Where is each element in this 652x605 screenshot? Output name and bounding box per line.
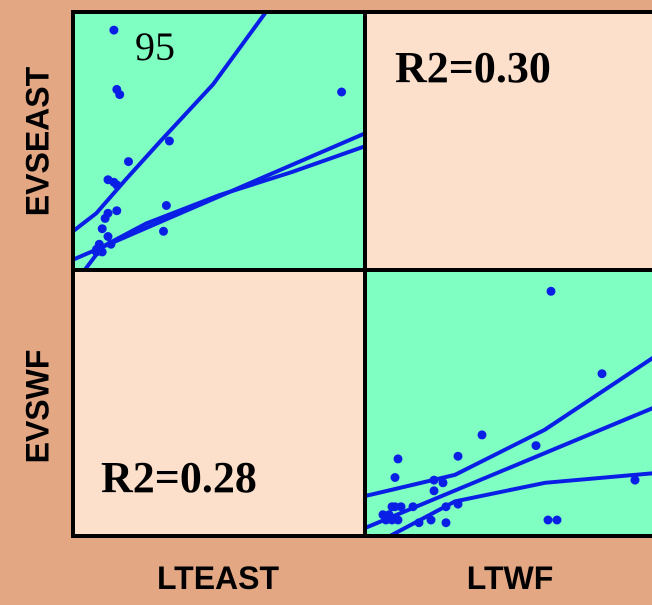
data-point xyxy=(414,518,424,528)
panel-2: R2=0.28 xyxy=(73,270,365,536)
col-label-lteast: LTEAST xyxy=(156,560,280,596)
data-point xyxy=(159,226,168,236)
data-point xyxy=(100,213,110,223)
data-point xyxy=(112,180,122,190)
ci-upper-curve xyxy=(365,356,652,499)
data-point xyxy=(429,486,439,496)
data-point xyxy=(441,518,451,528)
data-point xyxy=(91,247,101,257)
data-point xyxy=(161,201,171,210)
panel-background xyxy=(365,270,652,536)
data-point xyxy=(630,475,640,485)
data-point xyxy=(115,90,125,100)
data-point xyxy=(390,473,400,482)
panel-0: 95 xyxy=(73,12,365,270)
panel-1: R2=0.30 xyxy=(365,12,652,270)
data-point xyxy=(441,502,451,512)
data-point xyxy=(103,232,113,241)
data-point xyxy=(396,502,406,512)
data-point xyxy=(453,499,463,509)
data-point xyxy=(408,502,418,512)
data-point xyxy=(543,515,553,525)
row-label-evseast: EVSEAST xyxy=(19,66,56,217)
data-point xyxy=(453,451,463,461)
data-point xyxy=(426,515,436,525)
data-point xyxy=(477,430,487,440)
data-point xyxy=(531,441,541,451)
data-point xyxy=(124,157,133,167)
col-label-ltwf: LTWF xyxy=(466,560,554,596)
panel-background xyxy=(365,12,652,270)
panel-annotation: 95 xyxy=(135,24,175,69)
ci-upper-curve xyxy=(73,12,269,233)
r2-label: R2=0.30 xyxy=(395,43,551,92)
r2-label: R2=0.28 xyxy=(101,453,257,502)
panel-3 xyxy=(365,270,652,536)
data-point xyxy=(552,515,562,525)
panel-background xyxy=(73,12,365,270)
data-point xyxy=(164,136,174,146)
data-point xyxy=(393,515,403,525)
data-point xyxy=(97,224,107,234)
ci-lower-curve xyxy=(385,471,652,536)
data-point xyxy=(106,239,116,249)
data-point xyxy=(597,369,607,379)
data-point xyxy=(438,478,448,488)
data-point xyxy=(109,25,119,35)
row-label-evswf: EVSWF xyxy=(19,349,56,464)
data-point xyxy=(112,206,122,216)
data-point xyxy=(393,454,403,464)
data-point xyxy=(337,87,347,97)
data-point xyxy=(546,286,556,296)
panel-background xyxy=(73,270,365,536)
data-point xyxy=(429,475,439,485)
